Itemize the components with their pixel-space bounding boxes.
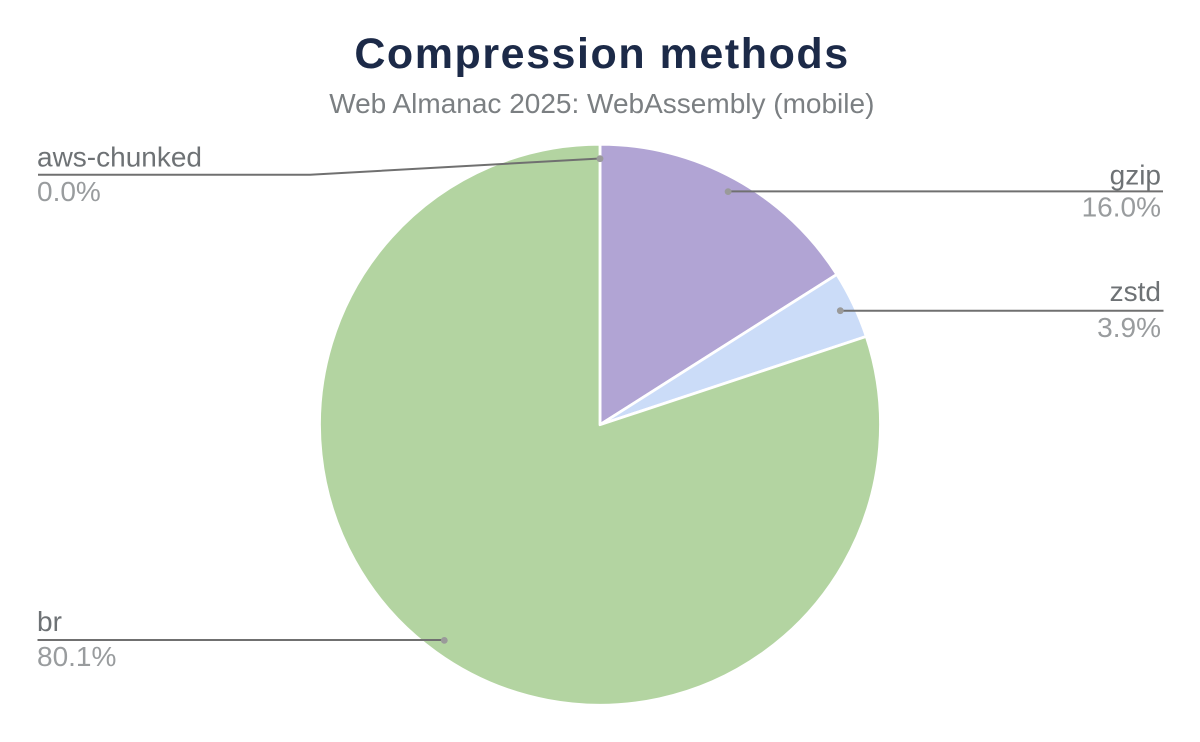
svg-text:Web Almanac 2025: WebAssembly: Web Almanac 2025: WebAssembly (mobile) bbox=[329, 88, 874, 119]
svg-text:0.0%: 0.0% bbox=[37, 176, 101, 207]
svg-text:3.9%: 3.9% bbox=[1097, 312, 1161, 343]
svg-text:16.0%: 16.0% bbox=[1082, 192, 1161, 223]
svg-text:aws-chunked: aws-chunked bbox=[37, 141, 202, 172]
svg-text:zstd: zstd bbox=[1110, 276, 1161, 307]
svg-text:Compression methods: Compression methods bbox=[354, 30, 849, 78]
svg-text:80.1%: 80.1% bbox=[37, 641, 116, 672]
svg-text:br: br bbox=[37, 606, 62, 637]
svg-text:gzip: gzip bbox=[1110, 159, 1161, 190]
